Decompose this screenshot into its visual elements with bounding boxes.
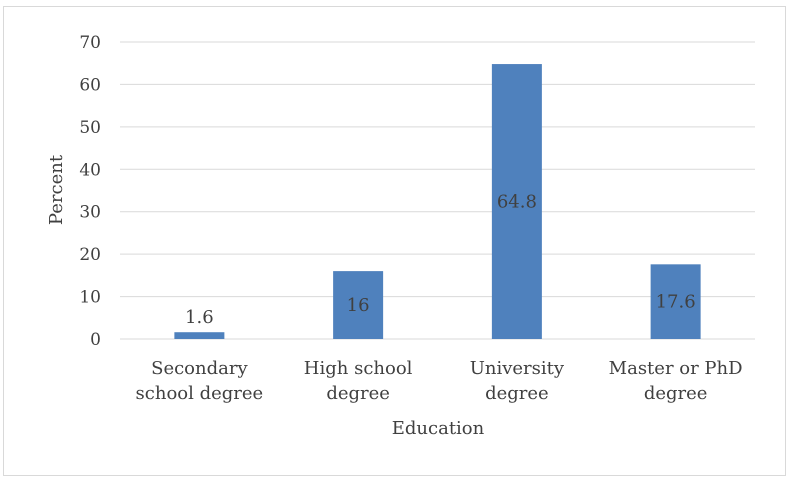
bar [174, 332, 225, 339]
y-axis-title: Percent [46, 154, 67, 225]
data-label: 1.6 [185, 307, 214, 328]
data-label: 16 [347, 295, 370, 316]
y-axis-ticks: 0 10 20 30 40 50 60 70 [79, 33, 101, 350]
bars [174, 64, 701, 339]
bar [333, 271, 384, 339]
y-tick-label: 50 [79, 118, 101, 138]
y-tick-label: 10 [79, 288, 101, 308]
y-tick-label: 70 [79, 33, 101, 53]
category-label: High school degree [304, 358, 413, 404]
y-tick-label: 0 [90, 330, 101, 350]
y-tick-label: 20 [79, 245, 101, 265]
gridlines [120, 41, 755, 340]
y-tick-label: 30 [79, 203, 101, 223]
category-label: Master or PhD degree [609, 358, 743, 404]
chart-frame [3, 6, 786, 476]
data-label: 64.8 [497, 192, 537, 213]
category-label: Secondary school degree [136, 358, 264, 404]
y-tick-label: 40 [79, 160, 101, 180]
category-label: University degree [470, 358, 565, 404]
bar [650, 264, 701, 339]
bar [491, 64, 542, 339]
data-labels: 1.6 16 64.8 17.6 [185, 192, 696, 329]
y-tick-label: 60 [79, 75, 101, 95]
x-axis-categories: Secondary school degree High school degree U… [136, 358, 743, 404]
data-label: 17.6 [656, 292, 696, 313]
x-axis-title: Education [392, 418, 485, 439]
